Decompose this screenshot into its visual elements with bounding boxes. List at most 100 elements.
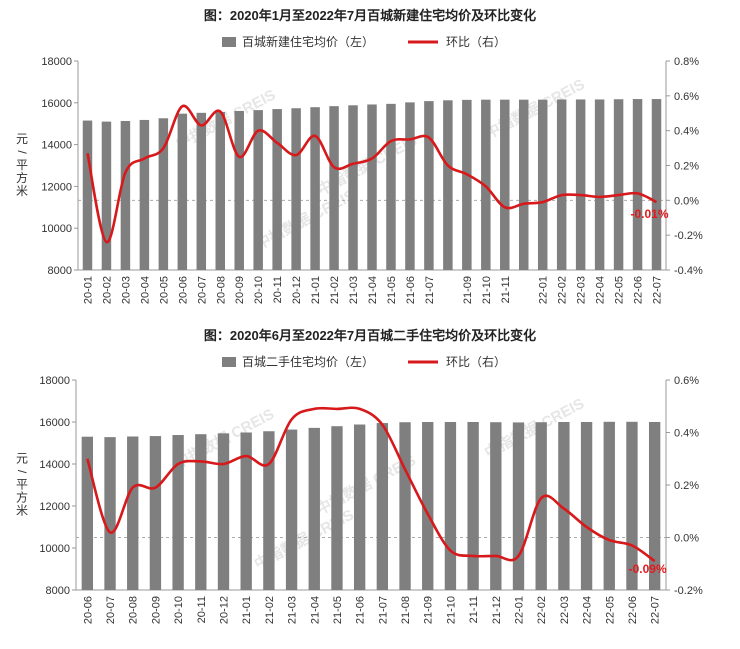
chart-title: 图：2020年6月至2022年7月百城二手住宅均价及环比变化 [204,328,536,343]
right-axis-tick-label: 0.4% [674,428,699,440]
x-axis-tick-label: 21-07 [424,276,436,304]
x-axis-tick-label: 20-01 [82,276,94,304]
right-axis-tick-label: -0.2% [674,585,703,597]
left-axis-tick-label: 12000 [41,181,72,193]
bar [102,122,111,270]
y-axis-label-char: 米 [16,184,28,198]
bar [367,104,376,270]
x-axis-tick-label: 21-06 [405,276,417,304]
x-axis-tick-label: 21-02 [329,276,341,304]
bar [140,120,149,270]
x-axis-tick-label: 20-09 [234,276,246,304]
x-axis-tick-label: 22-06 [627,596,639,624]
bar [104,437,115,590]
bar [331,426,342,590]
bar [557,99,566,270]
bar [614,99,623,270]
y-axis-label-char: 方 [16,170,28,185]
x-axis-tick-label: 21-01 [241,596,253,624]
bar [581,422,592,590]
bar [178,114,187,270]
right-axis-tick-label: 0.0% [674,533,699,545]
x-axis-tick-label: 21-08 [400,596,412,624]
bar [121,121,130,270]
legend: 百城新建住宅均价（左）环比（右） [222,34,506,49]
bar [538,100,547,270]
bar [399,422,410,590]
bar [216,112,225,270]
last-value-annotation: -0.09% [629,562,667,576]
x-axis-tick-label: 20-05 [158,276,170,304]
x-axis-tick-label: 22-07 [650,596,662,624]
bar [310,107,319,270]
x-axis-tick-label: 22-01 [538,276,550,304]
right-axis-tick-label: 0.8% [674,56,699,68]
x-axis-tick-label: 22-05 [614,276,626,304]
watermark: 中指数据 CREIS [252,186,358,254]
x-axis-tick-label: 21-04 [367,276,379,304]
x-axis-tick-label: 20-06 [177,276,189,304]
bar [405,102,414,270]
bar [467,422,478,590]
x-axis-tick-label: 21-07 [377,596,389,624]
bar [348,105,357,270]
x-axis-tick-label: 21-01 [310,276,322,304]
bar [329,106,338,270]
bar [172,435,183,590]
x-axis-tick-label: 20-08 [215,276,227,304]
x-axis-tick-label: 21-03 [348,276,360,304]
x-axis-tick-label: 20-07 [105,596,117,624]
bar [377,423,388,590]
x-axis-tick-label: 22-03 [576,276,588,304]
left-axis-tick-label: 14000 [39,459,70,471]
bar [576,99,585,270]
left-axis-tick-label: 10000 [39,543,70,555]
x-axis-tick-label: 21-09 [462,276,474,304]
x-axis-tick-label: 20-10 [253,276,265,304]
bar [83,121,92,270]
right-axis-tick-label: -0.4% [674,265,703,277]
bar [263,431,274,590]
right-axis-tick-label: 0.0% [674,195,699,207]
bar [424,101,433,270]
x-axis-tick-label: 21-06 [355,596,367,624]
x-axis-tick-label: 22-07 [652,276,664,304]
left-axis-tick-label: 18000 [41,56,72,68]
y-axis-label-char: 米 [16,504,28,518]
bar [127,436,138,590]
x-axis-tick-label: 21-11 [500,276,512,303]
chart-2: 图：2020年6月至2022年7月百城二手住宅均价及环比变化百城二手住宅均价（左… [15,328,703,624]
legend-bar-label: 百城新建住宅均价（左） [242,34,374,49]
right-axis-tick-label: 0.6% [674,375,699,387]
x-axis-tick-label: 21-09 [423,596,435,624]
bar [519,100,528,270]
bar [462,100,471,270]
bar [652,99,661,270]
bar [490,422,501,590]
bar [309,428,320,590]
x-axis-tick-label: 22-03 [559,596,571,624]
x-axis-tick-label: 21-12 [491,596,503,624]
x-axis-tick-label: 20-08 [128,596,140,624]
left-axis-tick-label: 18000 [39,375,70,387]
legend-bar-swatch [222,357,236,367]
left-axis-tick-label: 8000 [46,585,70,597]
x-axis-tick-label: 20-09 [150,596,162,624]
x-axis-tick-label: 20-12 [219,596,231,624]
bar [386,104,395,270]
bar [500,100,509,270]
left-axis-tick-label: 14000 [41,140,72,152]
x-axis-tick-label: 21-11 [468,596,480,623]
bar [218,433,229,590]
x-axis-tick-label: 21-05 [332,596,344,624]
watermark: 中指数据 CREIS [482,75,588,143]
bar [445,422,456,590]
bar [513,422,524,590]
left-axis-tick-label: 10000 [41,223,72,235]
last-value-annotation: -0.01% [630,207,668,221]
bar [272,109,281,270]
y-axis-label-char: / [15,470,29,474]
x-axis-tick-label: 20-11 [272,276,284,303]
right-axis-tick-label: 0.2% [674,480,699,492]
